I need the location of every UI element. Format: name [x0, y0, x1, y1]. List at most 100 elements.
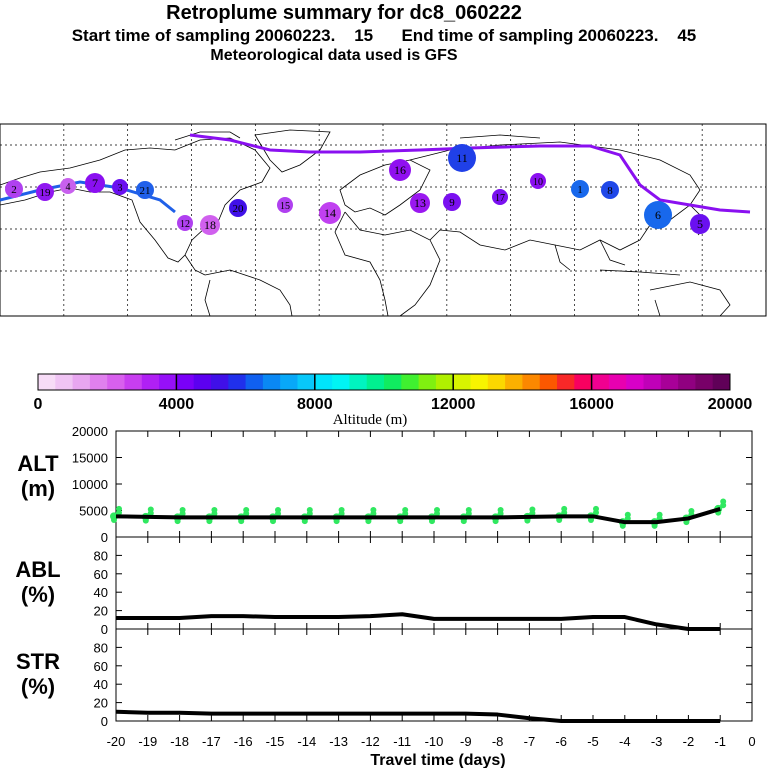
plume-marker [410, 193, 430, 213]
altitude-sample-dot [111, 517, 117, 524]
altitude-sample-dot [492, 518, 499, 525]
plume-marker-label: 13 [414, 196, 426, 210]
plume-marker [443, 193, 461, 211]
plume-marker [5, 180, 23, 198]
plume-marker-label: 4 [66, 182, 71, 193]
x-tick-label: -9 [460, 734, 472, 749]
colorbar-swatch [574, 374, 593, 390]
x-tick-label: -16 [234, 734, 253, 749]
colorbar-tick-label: 12000 [431, 396, 476, 413]
altitude-sample-dot [211, 506, 218, 513]
y-tick-label: 20 [94, 604, 108, 619]
series-line [115, 506, 721, 525]
plume-marker [136, 181, 154, 199]
altitude-sample-dot [624, 511, 631, 518]
plume-marker [601, 181, 619, 199]
x-tick-label: -6 [555, 734, 567, 749]
plume-marker-label: 11 [456, 151, 468, 165]
altitude-sample-dot [656, 511, 663, 518]
plume-marker [229, 199, 247, 217]
altitude-sample-dot [688, 508, 695, 515]
altitude-sample-dot [270, 518, 276, 525]
x-tick-label: -3 [651, 734, 663, 749]
colorbar-axis-label: Altitude (m) [333, 412, 408, 428]
plume-marker-label: 17 [495, 193, 505, 204]
altitude-sample-dot [434, 506, 440, 513]
y-tick-label: 80 [94, 640, 108, 655]
altitude-sample-dot [238, 518, 245, 525]
plume-marker [448, 144, 476, 172]
colorbar-swatch [89, 374, 108, 390]
colorbar-swatch [660, 374, 679, 390]
colorbar-swatch [626, 374, 644, 390]
y-tick-label: 15000 [72, 451, 108, 466]
colorbar-swatch [332, 374, 350, 390]
colorbar-swatch [72, 374, 91, 390]
colorbar-swatch [159, 374, 177, 390]
panel-label: (m) [21, 476, 55, 501]
colorbar-swatch [262, 374, 281, 390]
colorbar-swatch [435, 374, 454, 390]
colorbar-swatch [55, 374, 74, 390]
plume-marker [319, 202, 341, 224]
altitude-sample-dot [465, 506, 472, 513]
colorbar-swatch [228, 374, 247, 390]
altitude-sample-dot [179, 506, 186, 513]
x-tick-label: -18 [170, 734, 189, 749]
panel-label: ABL [15, 557, 60, 582]
colorbar-swatch [124, 374, 143, 390]
plume-marker [60, 178, 76, 194]
plume-marker-label: 18 [204, 218, 216, 232]
plume-marker-label: 3 [118, 183, 123, 194]
altitude-sample-dot [588, 517, 594, 524]
x-tick-label: -10 [425, 734, 444, 749]
altitude-sample-dot [243, 506, 250, 513]
plume-marker-label: 5 [697, 217, 703, 231]
altitude-sample-dot [593, 505, 599, 512]
colorbar-swatch [193, 374, 212, 390]
colorbar-swatch [297, 374, 316, 390]
colorbar-swatch [539, 374, 558, 390]
colorbar-swatch [314, 374, 333, 390]
colorbar-swatch [401, 374, 420, 390]
panel-label: (%) [21, 674, 55, 699]
track-main [189, 133, 751, 214]
plume-marker-label: 16 [394, 163, 406, 177]
altitude-sample-dot [402, 506, 409, 513]
altitude-sample-dot [497, 506, 504, 513]
altitude-sample-dot [556, 517, 563, 524]
altitude-sample-dot [206, 518, 213, 525]
plume-marker-label: 20 [233, 203, 245, 215]
y-tick-label: 0 [101, 714, 108, 729]
colorbar-swatch [695, 374, 714, 390]
colorbar-swatch [366, 374, 385, 390]
x-tick-label: -12 [361, 734, 380, 749]
plume-marker [690, 214, 710, 234]
colorbar-tick-label: 4000 [159, 396, 195, 413]
colorbar-swatch [107, 374, 125, 390]
altitude-sample-dot [147, 506, 154, 513]
x-tick-label: -19 [138, 734, 157, 749]
altitude-sample-dot [370, 506, 377, 513]
y-tick-label: 40 [94, 585, 108, 600]
panel-label: STR [16, 649, 60, 674]
panel-label: (%) [21, 582, 55, 607]
plume-marker-label: 9 [449, 197, 455, 209]
colorbar-swatch [176, 374, 195, 390]
altitude-sample-dot [651, 522, 658, 529]
x-tick-label: -8 [492, 734, 504, 749]
x-tick-label: -7 [524, 734, 536, 749]
x-tick-label: -20 [107, 734, 126, 749]
y-tick-label: 0 [101, 530, 108, 545]
colorbar-swatch [487, 374, 506, 390]
colorbar-swatch [470, 374, 489, 390]
altitude-sample-dot [338, 506, 345, 513]
altitude-sample-dot [429, 518, 435, 525]
panel-frame [115, 628, 753, 722]
colorbar-swatch [643, 374, 662, 390]
colorbar-swatch [591, 374, 610, 390]
plume-marker-label: 14 [324, 206, 336, 220]
colorbar-tick-label: 8000 [297, 396, 333, 413]
plume-marker-label: 21 [140, 185, 151, 197]
